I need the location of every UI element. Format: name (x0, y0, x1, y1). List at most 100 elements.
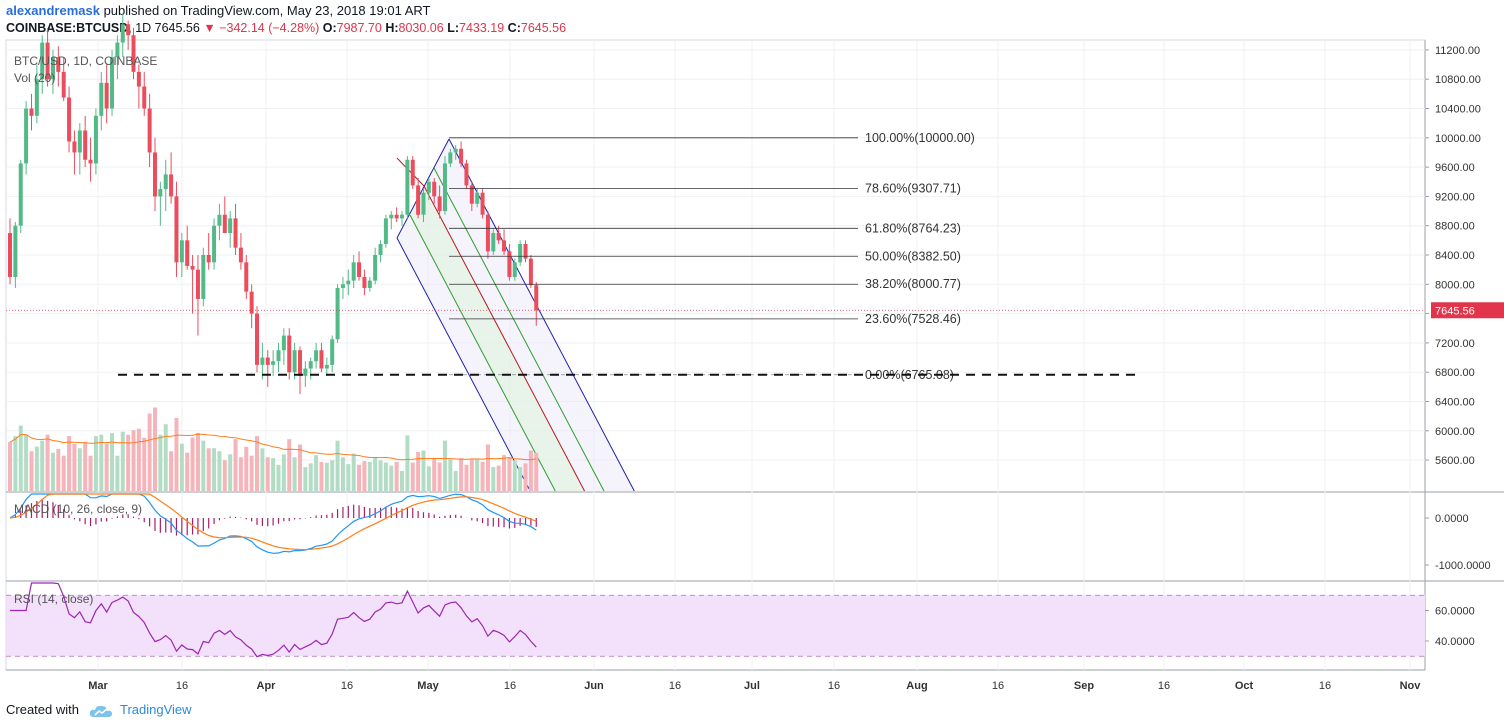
candle-body[interactable] (453, 148, 458, 153)
candle-body[interactable] (265, 357, 270, 365)
candle-body[interactable] (77, 130, 82, 153)
candle-body[interactable] (459, 148, 464, 164)
chart-canvas[interactable]: 100.00%(10000.00) 78.60%(9307.71) 61.80%(8… (0, 0, 1504, 700)
candle-body[interactable] (34, 79, 39, 116)
candle-body[interactable] (378, 244, 383, 255)
candle-body[interactable] (228, 218, 233, 234)
candle-body[interactable] (195, 269, 200, 299)
candle-body[interactable] (163, 174, 168, 190)
candle-body[interactable] (104, 82, 109, 109)
candle-body[interactable] (99, 82, 104, 116)
candle-body[interactable] (437, 196, 442, 212)
candle-body[interactable] (244, 262, 249, 292)
candle-body[interactable] (512, 262, 517, 277)
candle-body[interactable] (185, 240, 190, 266)
candle-body[interactable] (464, 163, 469, 186)
author-link[interactable]: alexandremask (6, 3, 100, 18)
candle-body[interactable] (480, 192, 485, 215)
candle-body[interactable] (319, 350, 324, 369)
candle-body[interactable] (502, 240, 507, 252)
candle-body[interactable] (120, 24, 125, 43)
candle-body[interactable] (523, 244, 528, 259)
candle-body[interactable] (507, 251, 512, 277)
candle-body[interactable] (131, 35, 136, 72)
candle-body[interactable] (72, 141, 77, 153)
candle-body[interactable] (13, 225, 18, 277)
candle-body[interactable] (491, 233, 496, 252)
candle-body[interactable] (67, 97, 72, 142)
candle-body[interactable] (174, 196, 179, 263)
candle-body[interactable] (179, 240, 184, 263)
candle-body[interactable] (222, 214, 227, 234)
candle-body[interactable] (534, 285, 539, 311)
candle-body[interactable] (8, 233, 12, 277)
candle-body[interactable] (158, 189, 163, 197)
candle-body[interactable] (136, 71, 141, 87)
candle-body[interactable] (383, 218, 388, 245)
candle-body[interactable] (292, 350, 297, 373)
candle-body[interactable] (142, 86, 147, 109)
candle-body[interactable] (287, 335, 292, 373)
candle-body[interactable] (212, 225, 217, 263)
candle-body[interactable] (308, 361, 313, 369)
candle-body[interactable] (147, 108, 152, 153)
candle-body[interactable] (475, 192, 480, 204)
candle-body[interactable] (24, 108, 29, 164)
candle-body[interactable] (206, 255, 211, 263)
candle-body[interactable] (357, 262, 362, 277)
candle-body[interactable] (83, 130, 88, 160)
candle-body[interactable] (410, 159, 415, 186)
candle-body[interactable] (201, 255, 206, 299)
candle-body[interactable] (281, 335, 286, 351)
candle-body[interactable] (61, 71, 66, 98)
candle-body[interactable] (110, 57, 115, 109)
candle-body[interactable] (190, 265, 195, 270)
candle-body[interactable] (152, 152, 157, 197)
candle-body[interactable] (217, 214, 222, 226)
candle-body[interactable] (469, 185, 474, 204)
candle-body[interactable] (50, 57, 55, 80)
candle-body[interactable] (169, 174, 174, 197)
candle-body[interactable] (448, 152, 453, 164)
candle-body[interactable] (271, 361, 276, 365)
candle-body[interactable] (297, 350, 302, 376)
candle-body[interactable] (276, 350, 281, 362)
candle-body[interactable] (432, 181, 437, 197)
candle-body[interactable] (233, 218, 238, 248)
candle-body[interactable] (88, 159, 93, 164)
candle-body[interactable] (303, 368, 308, 376)
candle-body[interactable] (400, 214, 405, 219)
candle-body[interactable] (442, 163, 447, 212)
candle-body[interactable] (518, 244, 523, 263)
candle-body[interactable] (260, 357, 265, 365)
candle-body[interactable] (421, 192, 426, 215)
candle-body[interactable] (238, 247, 243, 263)
candle-body[interactable] (45, 42, 50, 80)
candle-body[interactable] (255, 313, 260, 365)
candle-body[interactable] (115, 42, 120, 58)
candle-body[interactable] (40, 42, 45, 80)
candle-body[interactable] (249, 291, 254, 314)
candle-body[interactable] (330, 339, 335, 365)
candle-body[interactable] (405, 159, 410, 215)
candle-body[interactable] (314, 350, 319, 362)
candle-body[interactable] (367, 280, 372, 288)
candle-body[interactable] (126, 24, 131, 36)
candle-body[interactable] (351, 262, 356, 281)
candle-body[interactable] (496, 233, 501, 241)
candle-body[interactable] (335, 287, 340, 340)
candle-body[interactable] (362, 276, 367, 288)
candle-body[interactable] (340, 284, 345, 288)
candle-body[interactable] (29, 108, 34, 116)
candle-body[interactable] (346, 280, 351, 285)
candle-body[interactable] (426, 181, 431, 193)
candle-body[interactable] (394, 214, 399, 219)
candle-body[interactable] (528, 258, 533, 286)
fib-retracement[interactable]: 100.00%(10000.00) 78.60%(9307.71) 61.80%(8… (118, 131, 1142, 382)
candle-body[interactable] (416, 185, 421, 215)
candle-body[interactable] (485, 214, 490, 252)
candle-body[interactable] (93, 115, 98, 164)
candle-body[interactable] (373, 255, 378, 281)
candles[interactable] (8, 13, 539, 395)
tradingview-brand[interactable]: TradingView (120, 702, 192, 717)
